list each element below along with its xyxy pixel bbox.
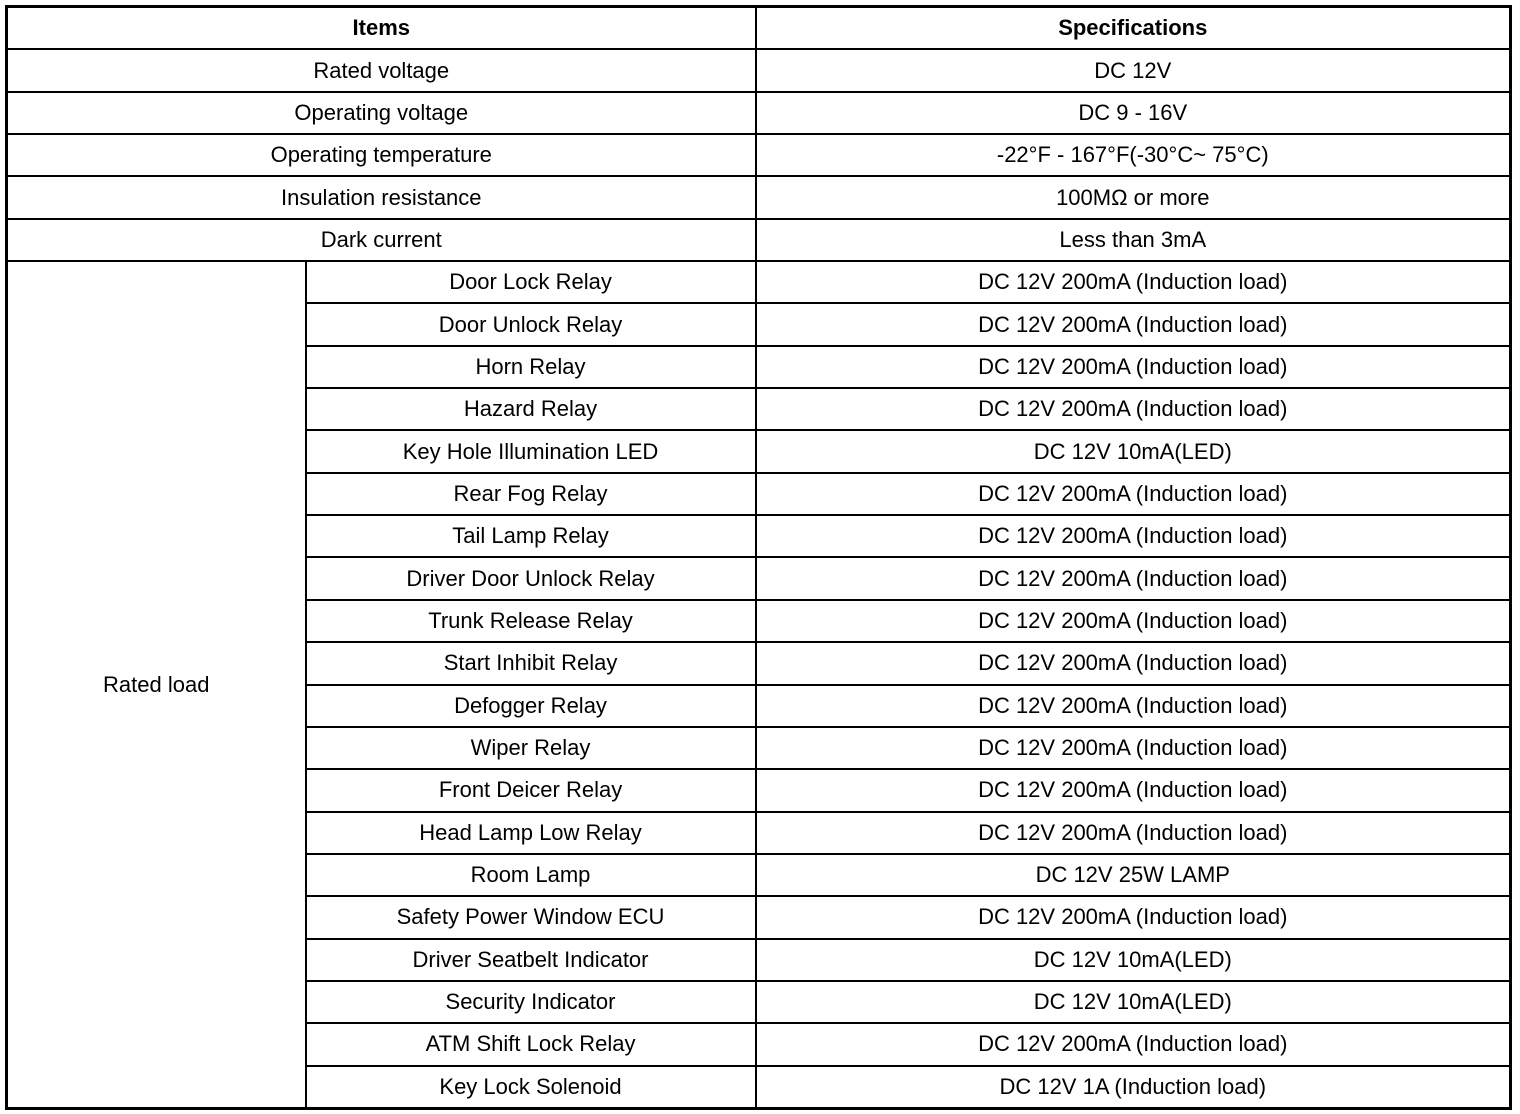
table-row: Door Unlock Relay DC 12V 200mA (Induction…: [7, 302, 1512, 347]
table-row: Safety Power Window ECU DC 12V 200mA (Ind…: [7, 895, 1512, 940]
rated-load-label: Rated load: [5, 260, 307, 1110]
load-item-cell: Start Inhibit Relay: [304, 641, 757, 686]
load-item-cell: Defogger Relay: [304, 683, 757, 728]
load-item-cell: Key Lock Solenoid: [304, 1064, 757, 1110]
item-cell: Insulation resistance: [5, 175, 757, 220]
table-row: Driver Door Unlock Relay DC 12V 200mA (In…: [7, 556, 1512, 601]
load-item-cell: Driver Seatbelt Indicator: [304, 937, 757, 982]
table-row: Operating voltage DC 9 - 16V: [5, 90, 1512, 136]
load-item-cell: Hazard Relay: [304, 387, 757, 432]
item-cell: Rated voltage: [5, 48, 757, 93]
load-item-cell: ATM Shift Lock Relay: [304, 1022, 757, 1067]
load-item-cell: Trunk Release Relay: [304, 598, 757, 644]
table-row: Tail Lamp Relay DC 12V 200mA (Induction l…: [7, 514, 1512, 559]
spec-cell: DC 12V 200mA (Induction load): [754, 344, 1512, 390]
spec-cell: DC 12V 200mA (Induction load): [754, 810, 1512, 855]
load-item-cell: Key Hole Illumination LED: [304, 429, 757, 474]
spec-cell: DC 12V: [754, 48, 1512, 93]
spec-cell: Less than 3mA: [754, 217, 1512, 263]
load-item-cell: Wiper Relay: [304, 725, 757, 771]
load-item-cell: Door Lock Relay: [304, 260, 757, 305]
spec-cell: -22°F - 167°F(-30°C~ 75°C): [754, 133, 1512, 178]
spec-cell: DC 12V 200mA (Induction load): [754, 768, 1512, 813]
spec-cell: DC 12V 200mA (Induction load): [754, 598, 1512, 644]
spec-cell: DC 9 - 16V: [754, 90, 1512, 136]
item-cell: Dark current: [5, 217, 757, 263]
item-cell: Operating voltage: [5, 90, 757, 136]
table-row: Horn Relay DC 12V 200mA (Induction load): [7, 344, 1512, 390]
spec-cell: DC 12V 200mA (Induction load): [754, 260, 1512, 305]
spec-cell: DC 12V 1A (Induction load): [754, 1064, 1512, 1110]
table-row: Driver Seatbelt Indicator DC 12V 10mA(LED…: [7, 937, 1512, 982]
load-item-cell: Front Deicer Relay: [304, 768, 757, 813]
table-row: Wiper Relay DC 12V 200mA (Induction load): [7, 725, 1512, 771]
spec-cell: DC 12V 200mA (Induction load): [754, 895, 1512, 940]
table-row: Key Lock Solenoid DC 12V 1A (Induction lo…: [7, 1064, 1512, 1110]
table-row: Operating temperature -22°F - 167°F(-30°C…: [5, 133, 1512, 178]
table-row: Front Deicer Relay DC 12V 200mA (Inductio…: [7, 768, 1512, 813]
spec-cell: DC 12V 200mA (Induction load): [754, 387, 1512, 432]
spec-cell: DC 12V 25W LAMP: [754, 852, 1512, 898]
load-item-cell: Driver Door Unlock Relay: [304, 556, 757, 601]
spec-cell: DC 12V 200mA (Induction load): [754, 514, 1512, 559]
table-row: Start Inhibit Relay DC 12V 200mA (Inducti…: [7, 641, 1512, 686]
table-row: ATM Shift Lock Relay DC 12V 200mA (Induct…: [7, 1022, 1512, 1067]
spec-cell: 100MΩ or more: [754, 175, 1512, 220]
spec-cell: DC 12V 200mA (Induction load): [754, 725, 1512, 771]
table-row: Insulation resistance 100MΩ or more: [5, 175, 1512, 220]
table-row: Rear Fog Relay DC 12V 200mA (Induction lo…: [7, 471, 1512, 517]
load-item-cell: Rear Fog Relay: [304, 471, 757, 517]
spec-cell: DC 12V 200mA (Induction load): [754, 302, 1512, 347]
load-item-cell: Room Lamp: [304, 852, 757, 898]
load-item-cell: Horn Relay: [304, 344, 757, 390]
spec-cell: DC 12V 200mA (Induction load): [754, 471, 1512, 517]
spec-cell: DC 12V 10mA(LED): [754, 979, 1512, 1025]
table-row: Hazard Relay DC 12V 200mA (Induction load…: [7, 387, 1512, 432]
table-row: Dark current Less than 3mA: [5, 217, 1512, 263]
item-cell: Operating temperature: [5, 133, 757, 178]
table-body: Items Specifications Rated voltage DC 12V…: [5, 5, 1512, 1110]
table-row: Trunk Release Relay DC 12V 200mA (Inducti…: [7, 598, 1512, 644]
header-specifications: Specifications: [754, 5, 1512, 51]
table-row: Key Hole Illumination LED DC 12V 10mA(LED…: [7, 429, 1512, 474]
load-item-cell: Door Unlock Relay: [304, 302, 757, 347]
spec-cell: DC 12V 200mA (Induction load): [754, 683, 1512, 728]
load-item-cell: Safety Power Window ECU: [304, 895, 757, 940]
specifications-table: Items Specifications Rated voltage DC 12V…: [5, 5, 1513, 1110]
spec-cell: DC 12V 200mA (Induction load): [754, 641, 1512, 686]
table-row: Security Indicator DC 12V 10mA(LED): [7, 979, 1512, 1025]
spec-cell: DC 12V 10mA(LED): [754, 937, 1512, 982]
table-row: Rated voltage DC 12V: [5, 48, 1512, 93]
spec-cell: DC 12V 200mA (Induction load): [754, 556, 1512, 601]
header-items: Items: [5, 5, 757, 51]
spec-cell: DC 12V 10mA(LED): [754, 429, 1512, 474]
table-row: Defogger Relay DC 12V 200mA (Induction lo…: [7, 683, 1512, 728]
load-item-cell: Tail Lamp Relay: [304, 514, 757, 559]
spec-cell: DC 12V 200mA (Induction load): [754, 1022, 1512, 1067]
load-item-cell: Head Lamp Low Relay: [304, 810, 757, 855]
table-row: Head Lamp Low Relay DC 12V 200mA (Inducti…: [7, 810, 1512, 855]
table-row: Room Lamp DC 12V 25W LAMP: [7, 852, 1512, 898]
load-item-cell: Security Indicator: [304, 979, 757, 1025]
table-row: Rated load Door Lock Relay DC 12V 200mA (I…: [5, 260, 1512, 1110]
header-row: Items Specifications: [5, 5, 1512, 51]
